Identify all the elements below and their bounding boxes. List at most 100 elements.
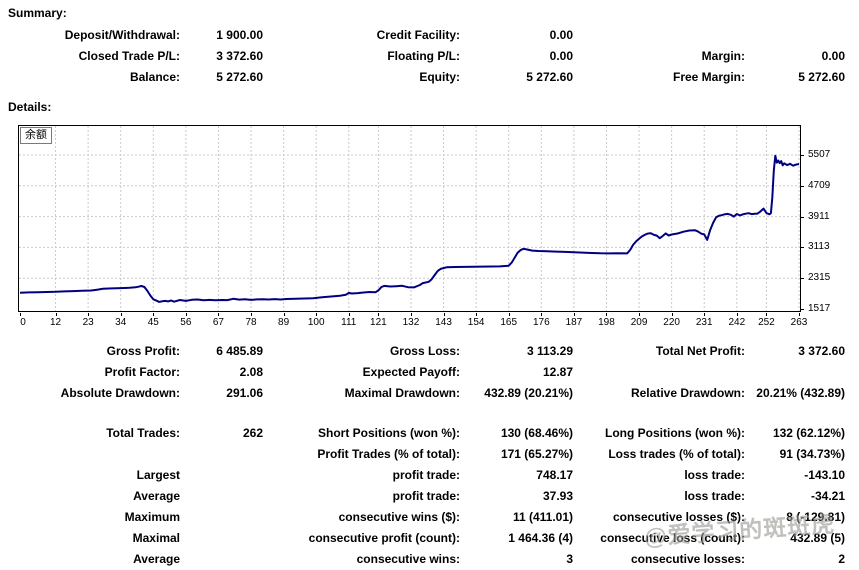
stat-label [0, 444, 180, 465]
y-tick-label: 3113 [808, 241, 830, 253]
stat-value: 171 (65.27%) [500, 447, 573, 461]
stat-label: Largest [136, 468, 180, 482]
x-tick-label: 78 [245, 317, 257, 328]
stat-label: Average [133, 489, 180, 503]
stat-label [573, 25, 745, 46]
x-tick [541, 313, 543, 316]
stat-label: consecutive losses ($): [612, 510, 745, 524]
stat-value: 2.08 [239, 365, 263, 379]
y-tick-label: 2315 [808, 272, 831, 284]
stat-value: 130 (68.46%) [500, 426, 573, 440]
x-tick-label: 209 [630, 317, 648, 328]
stat-label: Equity: [419, 70, 460, 84]
stat-value: 20.21% (432.89) [756, 386, 845, 400]
stat-row: Maximum consecutive wins ($): 11 (411.01) c… [0, 507, 845, 528]
y-tick [801, 185, 804, 187]
x-tick-label: 187 [565, 317, 583, 328]
stat-value: 0.00 [549, 28, 573, 42]
stat-value: 1 900.00 [216, 28, 263, 42]
stat-label: consecutive wins ($): [338, 510, 460, 524]
x-tick [410, 313, 412, 316]
x-tick-label: 121 [370, 317, 387, 328]
stat-value: 12.87 [542, 365, 573, 379]
stat-row: Average consecutive wins: 3 consecutive los… [0, 549, 845, 570]
stat-value: 11 (411.01) [512, 510, 573, 524]
stat-label: Expected Payoff: [362, 365, 460, 379]
x-tick [55, 313, 57, 316]
x-tick-label: 45 [147, 317, 159, 328]
chart-x-axis: 0 12 23 34 45 56 67 78 89 100 111 121 132 143 154 165 17… [19, 313, 809, 329]
stat-row: Absolute Drawdown: 291.06 Maximal Drawdown… [0, 383, 845, 404]
stat-label: Total Net Profit: [655, 344, 745, 358]
x-tick [671, 313, 673, 316]
stat-label: Absolute Drawdown: [60, 386, 180, 400]
x-tick-label: 12 [49, 317, 62, 328]
stat-value: 2 [838, 552, 845, 566]
x-tick [704, 313, 706, 316]
stat-value [180, 507, 263, 528]
x-tick [476, 313, 478, 316]
details-heading: Details: [8, 100, 52, 114]
x-tick-label: 198 [598, 317, 615, 328]
stat-value: 3 372.60 [798, 344, 845, 358]
stat-label: Total Trades: [106, 426, 180, 440]
y-tick-label: 3911 [808, 210, 830, 222]
stat-label: consecutive wins: [356, 552, 460, 566]
x-tick [218, 313, 220, 316]
stat-label: Free Margin: [672, 70, 745, 84]
stat-label: Profit Trades (% of total): [317, 447, 460, 461]
stat-label: Credit Facility: [376, 28, 460, 42]
x-tick-label: 34 [115, 317, 127, 328]
summary-heading: Summary: [8, 6, 67, 20]
y-tick [801, 278, 804, 280]
stat-label: Average [133, 552, 180, 566]
stat-label: Maximal Drawdown: [344, 386, 460, 400]
stat-value: 0.00 [549, 49, 573, 63]
x-tick [316, 313, 318, 316]
stat-value: 432.89 (5) [790, 531, 845, 545]
stat-value: 6 485.89 [216, 344, 263, 358]
stat-label: Short Positions (won %): [318, 426, 460, 440]
stat-label: Deposit/Withdrawal: [64, 28, 180, 42]
stat-label: Relative Drawdown: [630, 386, 745, 400]
stat-value [180, 444, 263, 465]
balance-line [19, 154, 800, 303]
stat-value: 0.00 [821, 49, 845, 63]
x-tick-label: 252 [758, 317, 775, 328]
stat-label [573, 362, 745, 383]
x-tick-label: 89 [278, 317, 290, 328]
stat-value: 37.93 [542, 489, 573, 503]
balance-chart: 余额 [18, 125, 801, 312]
stat-label: Gross Profit: [106, 344, 180, 358]
stat-label: Maximal [132, 531, 180, 545]
x-tick-label: 111 [341, 317, 357, 328]
stat-row: Profit Factor: 2.08 Expected Payoff: 12.87 [0, 362, 845, 383]
stat-label: consecutive profit (count): [308, 531, 460, 545]
x-tick [185, 313, 187, 316]
stat-label: consecutive loss (count): [600, 531, 745, 545]
stat-value [745, 362, 845, 383]
x-tick [378, 313, 380, 316]
stat-label: loss trade: [684, 468, 745, 482]
stat-value: 432.89 (20.21%) [484, 386, 573, 400]
x-tick-label: 242 [728, 317, 746, 328]
x-tick [606, 313, 608, 316]
stat-row: Largest profit trade: 748.17 loss trade: -14… [0, 465, 845, 486]
stat-label: loss trade: [684, 489, 745, 503]
stat-value: 1 464.36 (4) [508, 531, 573, 545]
x-tick [736, 313, 738, 316]
stat-label: consecutive losses: [630, 552, 745, 566]
x-tick-label: 220 [663, 317, 680, 328]
x-tick-label: 176 [532, 317, 550, 328]
x-tick-label: 143 [435, 317, 452, 328]
x-tick [639, 313, 641, 316]
x-tick-label: 56 [180, 317, 192, 328]
stat-value [180, 486, 263, 507]
stat-row: Total Trades: 262 Short Positions (won %):… [0, 423, 845, 444]
stat-row: Average profit trade: 37.93 loss trade: -34.… [0, 486, 845, 507]
stat-row: Closed Trade P/L: 3 372.60 Floating P/L: 0.… [0, 46, 845, 67]
stat-value: -34.21 [810, 489, 845, 503]
balance-curve-plot [19, 126, 800, 311]
x-tick [766, 313, 768, 316]
